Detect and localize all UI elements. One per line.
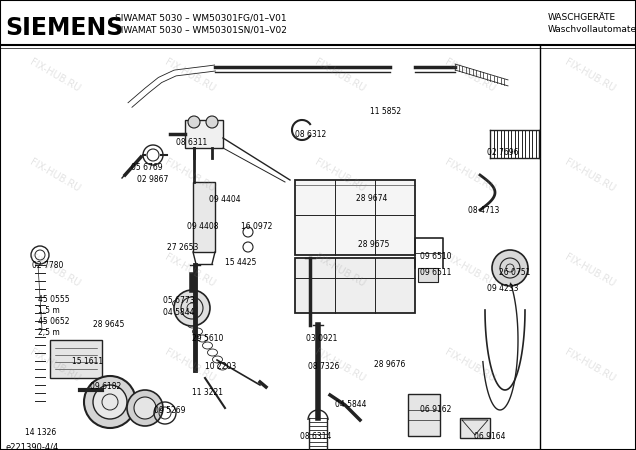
Text: 29 5610: 29 5610 [192,334,223,343]
Text: 45 0555: 45 0555 [38,295,69,304]
Text: 09 6511: 09 6511 [420,268,452,277]
Text: 09 5269: 09 5269 [154,406,186,415]
Bar [185,120,223,148]
Circle shape [492,250,528,286]
Text: 08 6312: 08 6312 [295,130,326,139]
Text: 09 4233: 09 4233 [487,284,518,293]
Text: 1,5 m: 1,5 m [38,306,60,315]
Circle shape [174,290,210,326]
Text: 28 9675: 28 9675 [358,240,389,249]
Text: 11 3221: 11 3221 [192,388,223,397]
Text: FIX-HUB.RU: FIX-HUB.RU [563,57,617,94]
Text: 04 5844: 04 5844 [335,400,366,409]
Text: FIX-HUB.RU: FIX-HUB.RU [563,157,617,194]
Text: 16 0972: 16 0972 [241,222,272,231]
Text: 06 9164: 06 9164 [474,432,506,441]
Text: 26 0751: 26 0751 [499,268,530,277]
Text: 28 9645: 28 9645 [93,320,125,329]
Text: FIX-HUB.RU: FIX-HUB.RU [28,252,82,288]
Text: FIX-HUB.RU: FIX-HUB.RU [28,346,82,383]
Text: 02 7780: 02 7780 [32,261,64,270]
Text: FIX-HUB.RU: FIX-HUB.RU [163,252,217,288]
Text: 11 5852: 11 5852 [370,107,401,116]
Text: FIX-HUB.RU: FIX-HUB.RU [163,346,217,383]
Text: e221390-4/4: e221390-4/4 [5,443,59,450]
Text: FIX-HUB.RU: FIX-HUB.RU [443,57,497,94]
Text: 14 1326: 14 1326 [25,428,56,437]
Text: FIX-HUB.RU: FIX-HUB.RU [563,252,617,288]
Text: 08 6314: 08 6314 [300,432,331,441]
Text: 05 6769: 05 6769 [131,163,163,172]
Text: FIX-HUB.RU: FIX-HUB.RU [163,157,217,194]
Bar [295,180,415,255]
Text: 05 6773: 05 6773 [163,296,195,305]
Circle shape [127,390,163,426]
Circle shape [93,385,127,419]
Circle shape [206,116,218,128]
Text: 04 5844: 04 5844 [163,308,195,317]
Text: 08 6311: 08 6311 [176,138,207,147]
Text: 02 9867: 02 9867 [137,175,169,184]
Text: 10 2203: 10 2203 [205,362,236,371]
Text: FIX-HUB.RU: FIX-HUB.RU [28,57,82,94]
Text: FIX-HUB.RU: FIX-HUB.RU [163,57,217,94]
Circle shape [188,116,200,128]
Text: SIWAMAT 5030 – WM50301FG/01–V01: SIWAMAT 5030 – WM50301FG/01–V01 [115,14,287,22]
Bar [295,258,415,313]
Circle shape [134,397,156,419]
Bar [193,182,215,252]
Text: 09 4404: 09 4404 [209,195,240,204]
Text: 28 9674: 28 9674 [356,194,387,203]
Bar [50,340,102,378]
Text: SIEMENS: SIEMENS [5,16,123,40]
Text: 09 6182: 09 6182 [90,382,121,391]
Bar [408,394,440,436]
Text: FIX-HUB.RU: FIX-HUB.RU [313,252,367,288]
Text: FIX-HUB.RU: FIX-HUB.RU [313,57,367,94]
Circle shape [84,376,136,428]
Text: FIX-HUB.RU: FIX-HUB.RU [313,346,367,383]
Text: 09 6510: 09 6510 [420,252,452,261]
Text: 28 9676: 28 9676 [374,360,405,369]
Text: 2,5 m: 2,5 m [38,328,60,337]
Text: FIX-HUB.RU: FIX-HUB.RU [443,157,497,194]
Text: 03 0921: 03 0921 [306,334,337,343]
Text: 27 2653: 27 2653 [167,243,198,252]
Text: 06 9162: 06 9162 [420,405,452,414]
Text: FIX-HUB.RU: FIX-HUB.RU [28,157,82,194]
Text: FIX-HUB.RU: FIX-HUB.RU [443,346,497,383]
Text: 15 4425: 15 4425 [225,258,256,267]
Text: 02 7696: 02 7696 [487,148,518,157]
Text: Waschvollautomaten: Waschvollautomaten [548,26,636,35]
Text: 08 4713: 08 4713 [468,206,499,215]
Text: FIX-HUB.RU: FIX-HUB.RU [443,252,497,288]
Text: 09 4408: 09 4408 [187,222,219,231]
Text: FIX-HUB.RU: FIX-HUB.RU [563,346,617,383]
Text: 08 7326: 08 7326 [308,362,340,371]
Text: 15 1611: 15 1611 [72,357,103,366]
Bar [418,268,438,282]
Text: WASCHGERÄTE: WASCHGERÄTE [548,14,616,22]
Text: FIX-HUB.RU: FIX-HUB.RU [313,157,367,194]
Text: SIWAMAT 5030 – WM50301SN/01–V02: SIWAMAT 5030 – WM50301SN/01–V02 [115,26,287,35]
Bar [460,418,490,438]
Text: 45 0652: 45 0652 [38,317,69,326]
